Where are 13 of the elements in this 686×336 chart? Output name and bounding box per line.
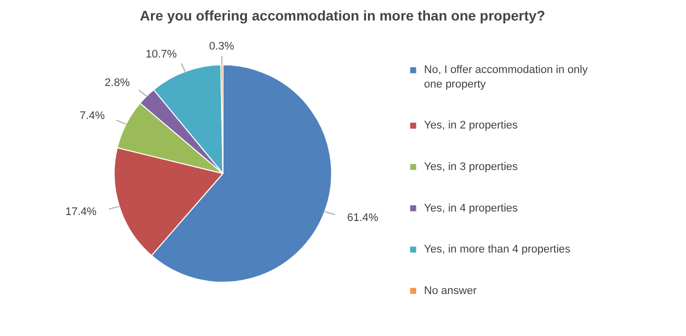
legend-label: Yes, in 2 properties xyxy=(424,120,518,132)
legend-label: Yes, in 3 properties xyxy=(424,160,518,173)
data-label: 17.4% xyxy=(65,206,97,218)
legend-label: Yes, in more than 4 properties xyxy=(424,244,571,256)
data-label: 10.7% xyxy=(146,48,178,60)
data-label: 0.3% xyxy=(209,40,234,52)
data-label: 61.4% xyxy=(347,212,379,224)
legend-label: No answer xyxy=(424,284,477,297)
legend-label: Yes, in 4 properties xyxy=(424,202,518,214)
data-label: 7.4% xyxy=(80,110,105,122)
data-label: 2.8% xyxy=(104,77,130,90)
chart-title: Are you offering accommodation in more than one property? xyxy=(140,8,546,24)
legend-label: No, I offer accommodation in only one property xyxy=(424,64,588,90)
